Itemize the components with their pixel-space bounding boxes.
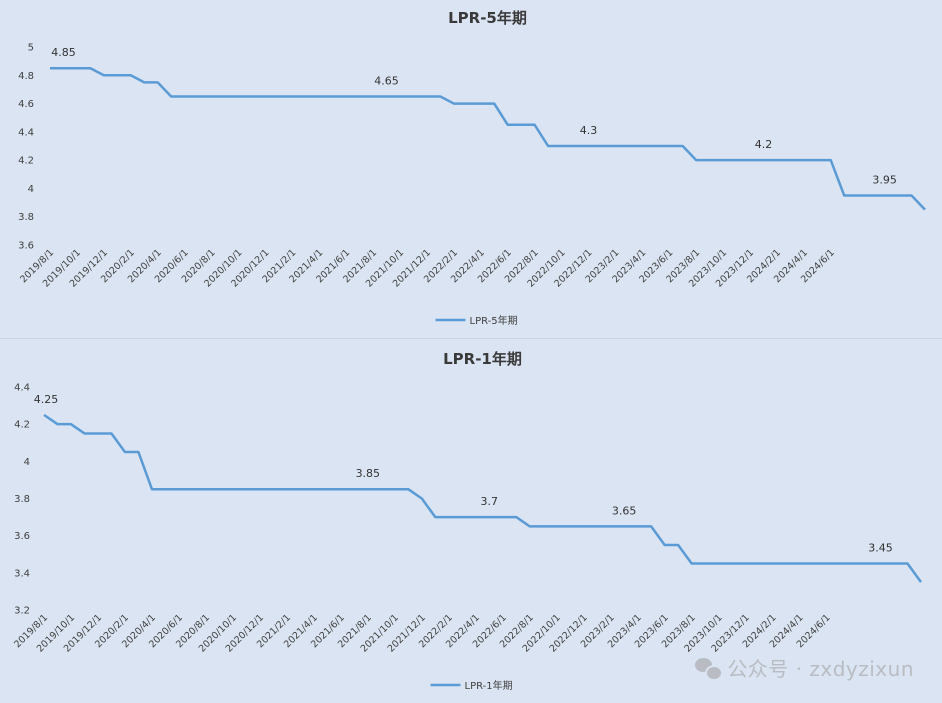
lpr-1y-data-label: 3.45 (868, 542, 893, 555)
lpr-5y-data-label: 3.95 (872, 174, 897, 187)
lpr-1y-data-label: 4.25 (34, 393, 59, 406)
lpr-1y-data-label: 3.7 (480, 495, 498, 508)
lpr-1y-chart: LPR-1年期3.23.43.63.844.24.42019/8/12019/1… (12, 350, 923, 692)
lpr-1y-y-tick: 3.2 (14, 606, 30, 617)
lpr-1y-y-tick: 4.4 (14, 383, 30, 394)
lpr-5y-data-label: 4.65 (374, 75, 399, 88)
lpr-5y-series-line (50, 66, 926, 211)
watermark-text: 公众号 · zxdyzixun (727, 657, 914, 681)
lpr-5y-y-tick: 3.8 (18, 212, 34, 223)
lpr-5y-y-tick: 3.6 (18, 241, 34, 252)
lpr-1y-title: LPR-1年期 (443, 350, 522, 368)
lpr-5y-data-label: 4.2 (755, 138, 773, 151)
lpr-5y-chart: LPR-5年期3.63.844.24.44.64.852019/8/12019/… (18, 9, 926, 327)
lpr-1y-series-line (43, 413, 923, 583)
lpr-1y-y-tick: 3.4 (14, 568, 30, 579)
lpr-1y-data-label: 3.85 (356, 467, 381, 480)
lpr-5y-y-tick: 4.4 (18, 127, 34, 138)
lpr-1y-y-tick: 3.6 (14, 531, 30, 542)
watermark: 公众号 · zxdyzixun (695, 653, 914, 682)
lpr-1y-y-tick: 3.8 (14, 494, 30, 505)
lpr-5y-y-tick: 5 (28, 43, 34, 54)
lpr-5y-title: LPR-5年期 (448, 9, 527, 27)
lpr-1y-y-tick: 4 (24, 457, 30, 468)
lpr-1y-y-tick: 4.2 (14, 420, 30, 431)
lpr-5y-y-tick: 4.8 (18, 71, 34, 82)
lpr-5y-y-tick: 4.2 (18, 156, 34, 167)
lpr-5y-legend-label: LPR-5年期 (470, 314, 518, 327)
lpr-1y-data-label: 3.65 (612, 504, 637, 517)
lpr-5y-y-tick: 4 (28, 184, 34, 195)
lpr-5y-chart-panel: LPR-5年期 3.6 3.8 4 4.2 4.4 4.6 4.8 5 2019/8/1 2019/… (0, 0, 942, 338)
lpr-1y-chart-panel: LPR-1年期 3.2 3.4 3.6 3.8 4 4.2 4.4 2019/8/1 2019/1… (0, 338, 942, 703)
lpr-1y-legend-label: LPR-1年期 (465, 679, 513, 692)
wechat-icon (695, 657, 724, 681)
lpr-5y-data-label: 4.85 (51, 46, 76, 59)
lpr-5y-data-label: 4.3 (580, 124, 598, 137)
lpr-5y-y-tick: 4.6 (18, 99, 34, 110)
